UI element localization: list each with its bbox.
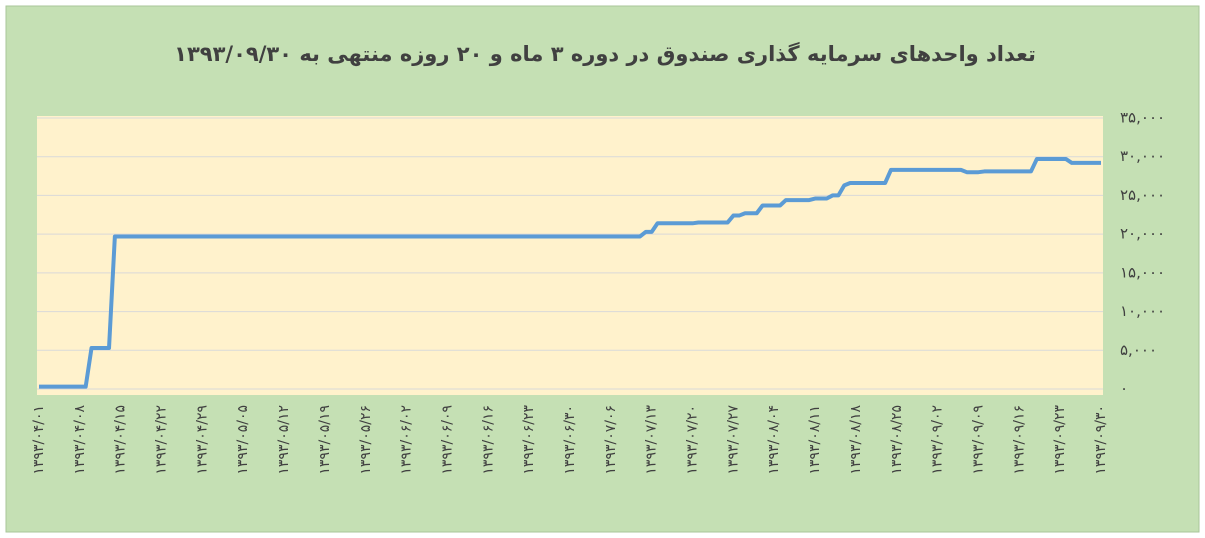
x-tick-label: ۱۳۹۳/۰۹/۰۹: [970, 405, 986, 475]
x-tick-label: ۱۳۹۳/۰۶/۰۲: [399, 405, 415, 475]
x-tick-label: ۱۳۹۳/۰۶/۳۰: [562, 405, 578, 475]
y-tick-label: ۱۰,۰۰۰: [1120, 302, 1165, 320]
x-tick-label: ۱۳۹۳/۰۸/۲۵: [889, 405, 905, 475]
y-tick-label: ۲۰,۰۰۰: [1120, 225, 1165, 243]
y-tick-label: ۳۵,۰۰۰: [1120, 109, 1165, 127]
y-tick-label: ۰: [1120, 380, 1128, 398]
x-tick-label: ۱۳۹۳/۰۸/۱۸: [848, 405, 864, 475]
x-tick-label: ۱۳۹۳/۰۷/۰۶: [603, 405, 619, 475]
y-tick-label: ۵,۰۰۰: [1120, 341, 1157, 359]
x-tick-label: ۱۳۹۳/۰۶/۰۹: [439, 405, 455, 475]
x-tick-label: ۱۳۹۳/۰۶/۱۶: [480, 405, 496, 475]
x-tick-label: ۱۳۹۳/۰۴/۱۵: [113, 405, 129, 475]
x-tick-label: ۱۳۹۳/۰۸/۱۱: [807, 405, 823, 475]
y-tick-label: ۱۵,۰۰۰: [1120, 263, 1165, 281]
x-tick-label: ۱۳۹۳/۰۷/۱۳: [644, 405, 660, 475]
x-tick-label: ۱۳۹۳/۰۴/۲۹: [194, 405, 210, 475]
x-tick-label: ۱۳۹۳/۰۴/۰۱: [31, 405, 47, 475]
y-tick-label: ۲۵,۰۰۰: [1120, 186, 1165, 204]
x-tick-label: ۱۳۹۳/۰۴/۲۲: [154, 405, 170, 475]
y-tick-label: ۳۰,۰۰۰: [1120, 147, 1165, 165]
x-tick-label: ۱۳۹۳/۰۵/۲۶: [358, 405, 374, 475]
x-tick-label: ۱۳۹۳/۰۹/۱۶: [1011, 405, 1027, 475]
x-tick-label: ۱۳۹۳/۰۹/۰۲: [930, 405, 946, 475]
plot-area: [37, 116, 1103, 395]
x-tick-label: ۱۳۹۳/۰۵/۱۲: [276, 405, 292, 475]
x-tick-label: ۱۳۹۳/۰۵/۱۹: [317, 405, 333, 475]
x-tick-label: ۱۳۹۳/۰۵/۰۵: [235, 405, 251, 475]
x-tick-label: ۱۳۹۳/۰۶/۲۳: [521, 405, 537, 475]
chart-title: تعداد واحدهای سرمایه گذاری صندوق در دوره…: [174, 41, 1036, 66]
x-tick-label: ۱۳۹۳/۰۸/۰۴: [766, 405, 782, 475]
x-tick-label: ۱۳۹۳/۰۷/۲۷: [725, 405, 741, 475]
x-tick-label: ۱۳۹۳/۰۷/۲۰: [685, 405, 701, 475]
data-line: [39, 157, 1101, 389]
x-tick-label: ۱۳۹۳/۰۴/۰۸: [72, 405, 88, 475]
x-tick-label: ۱۳۹۳/۰۹/۳۰: [1093, 405, 1109, 475]
x-tick-label: ۱۳۹۳/۰۹/۲۳: [1052, 405, 1068, 475]
